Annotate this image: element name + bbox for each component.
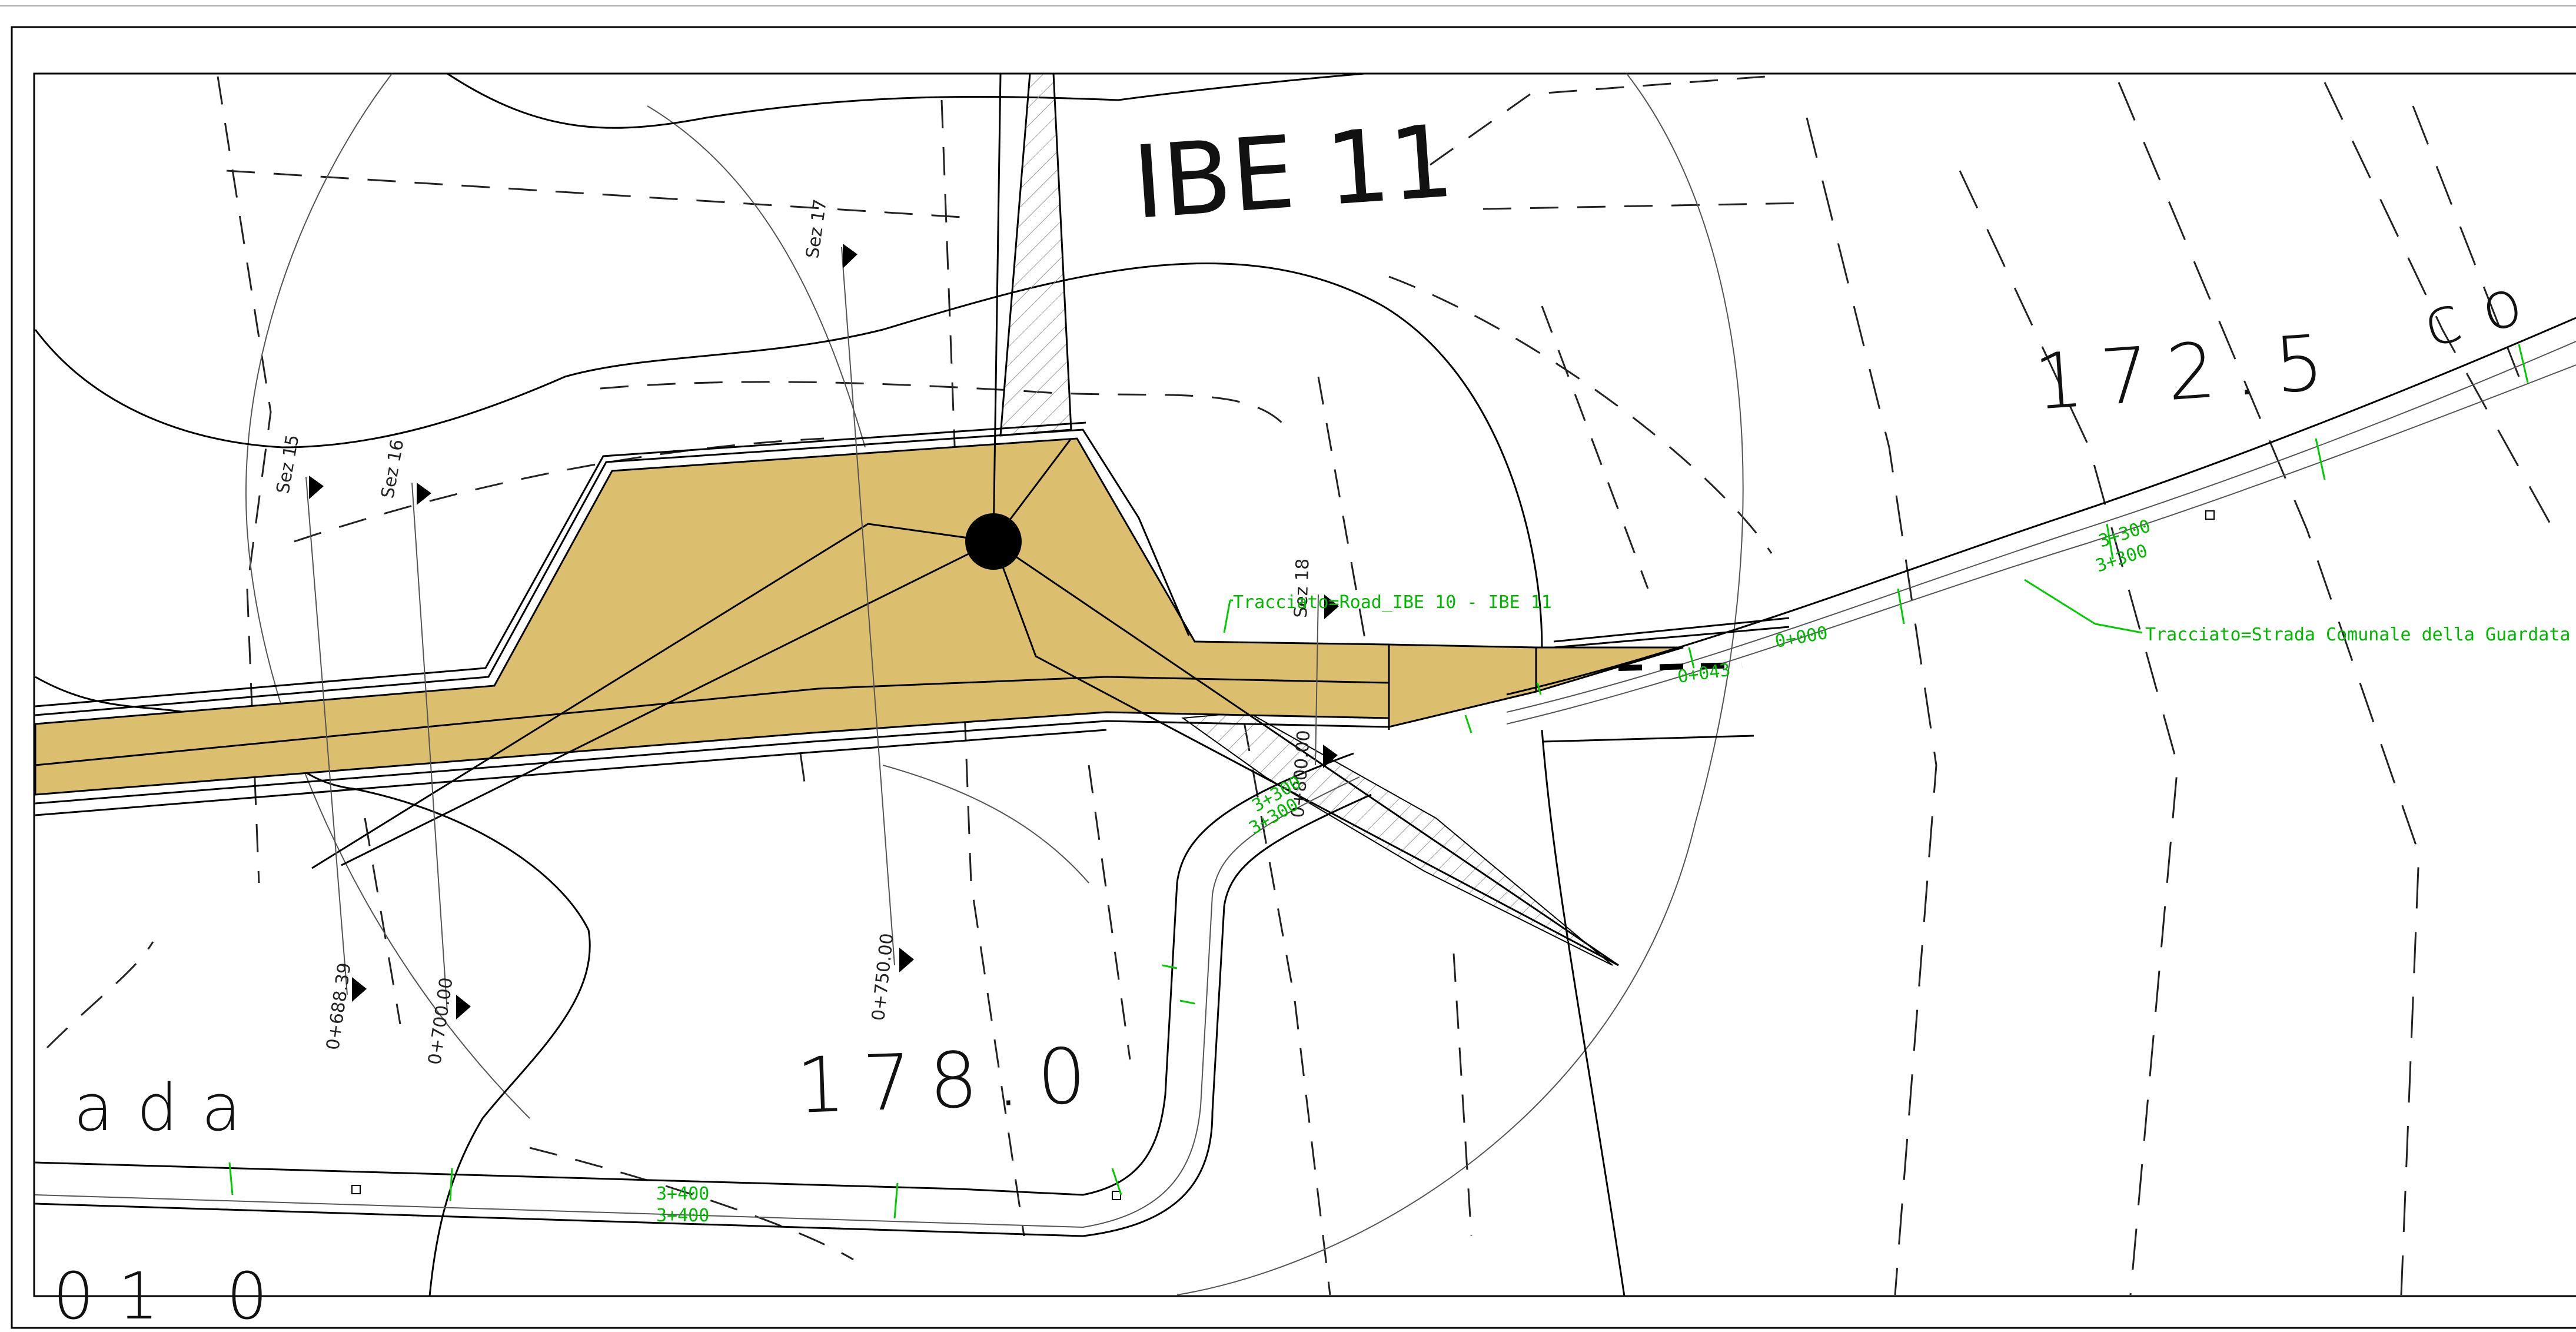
radial-lines [311,74,1619,966]
section-markers [309,244,1339,1019]
partial-label-co: co [2415,258,2553,362]
section-label-16: Sez 16 [377,438,408,500]
station-label: 3+400 [656,1184,709,1204]
road-platform [34,437,1684,796]
chainage-0-750-00: 0+750.00 [868,932,898,1022]
station-label: 3+400 [656,1205,709,1226]
elevation-label-172-5: 172.5 [2032,317,2345,427]
road-label-ramp: Tracciato=Road_IBE 10 - IBE 11 [1233,592,1552,613]
outer-border [11,26,2576,1329]
road-lower [35,752,1372,1237]
center-node [965,513,1022,570]
drawing-title: IBE 11 [1129,103,1457,242]
road-label-main: Tracciato=Strada Comunale della Guardata [2145,625,2570,645]
partial-label-010: 01 0 [53,1258,291,1332]
guardrails [35,421,1790,816]
section-lines [305,247,1319,1013]
chainage-0-688-39: 0+688.39 [323,961,355,1051]
green-alignment-marks [228,344,2529,1219]
partial-label-ada: ada [74,1070,265,1145]
section-label-15: Sez 15 [272,433,303,496]
platform-internal-lines [35,645,1537,766]
elevation-label-178-0: 178.0 [795,1031,1105,1131]
chainage-0-700-00: 0+700.00 [424,976,457,1066]
inner-frame [33,72,2576,1297]
survey-points [351,510,2215,1200]
section-label-18: Sez 18 [1291,558,1314,618]
contour-lines-thin [245,74,1744,1296]
